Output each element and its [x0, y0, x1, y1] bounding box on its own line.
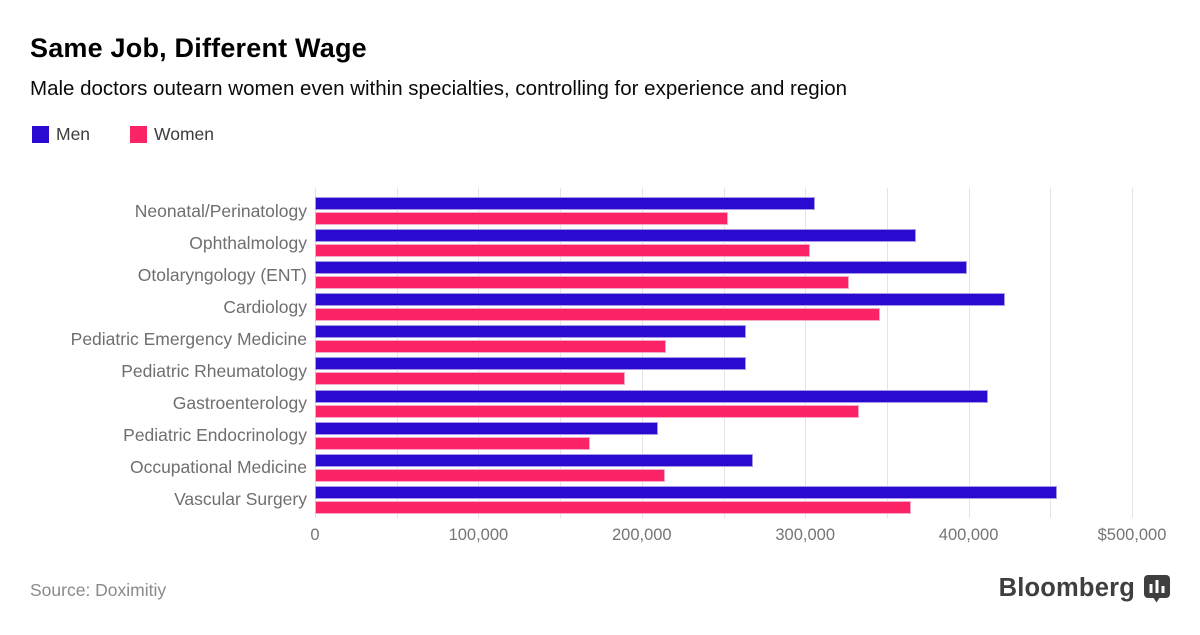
x-tick-label: 100,000 — [448, 526, 509, 544]
source-note: Source: Doximitiy — [30, 580, 167, 600]
men-bar — [315, 485, 1057, 499]
men-bar — [315, 261, 967, 275]
bar-chart-badge-icon — [1144, 574, 1170, 602]
category-label: Vascular Surgery — [174, 489, 307, 510]
men-bar — [315, 325, 747, 339]
gridline — [1132, 188, 1133, 518]
men-color-swatch — [32, 126, 49, 143]
page-title: Same Job, Different Wage — [30, 33, 367, 63]
category-labels: Neonatal/Perinatology Ophthalmology Otolar… — [0, 195, 307, 516]
women-bar — [315, 308, 881, 322]
women-bar — [315, 436, 590, 450]
bar-group-row — [315, 357, 1132, 389]
bar-group-row — [315, 389, 1132, 422]
women-bar — [315, 468, 665, 482]
x-tick-label: 0 — [310, 526, 320, 544]
men-bar — [315, 229, 917, 243]
men-bar — [315, 389, 989, 403]
women-bar — [315, 244, 811, 258]
women-bar — [315, 340, 667, 354]
category-label: Ophthalmology — [189, 232, 307, 253]
legend-label-men: Men — [56, 124, 91, 144]
women-color-swatch — [130, 126, 148, 143]
women-bar — [315, 212, 729, 225]
x-tick-label: 200,000 — [611, 526, 672, 544]
bar-group-row — [315, 421, 1132, 454]
gridline — [805, 188, 807, 518]
men-bar — [315, 357, 747, 371]
x-tick-label: $500,000 — [1097, 526, 1167, 544]
x-axis: 0 100,000 200,000 300,000 400,000 $500,000 — [310, 526, 1166, 550]
legend-item-women: Women — [130, 124, 214, 145]
legend-item-men: Men — [32, 124, 90, 145]
bloomberg-logo: Bloomberg — [999, 574, 1170, 603]
bar-rows — [315, 197, 1132, 518]
men-bar — [315, 197, 815, 210]
women-bar — [315, 404, 860, 418]
category-label: Otolaryngology (ENT) — [137, 264, 307, 285]
bar-group-row — [315, 197, 1132, 229]
bloomberg-wordmark: Bloomberg — [998, 574, 1135, 602]
women-bar — [315, 500, 912, 514]
grouped-bar-chart: Neonatal/Perinatology Ophthalmology Otolar… — [0, 188, 1200, 518]
bar-group-row — [315, 485, 1132, 518]
bar-group-row — [315, 229, 1132, 261]
gridline — [968, 188, 970, 518]
category-label: Occupational Medicine — [129, 457, 307, 478]
gridline — [1050, 188, 1052, 518]
category-label: Gastroenterology — [172, 393, 307, 414]
category-label: Cardiology — [223, 296, 307, 317]
men-bar — [315, 421, 659, 435]
women-bar — [315, 372, 626, 386]
category-label: Neonatal/Perinatology — [134, 200, 307, 221]
plot-area — [315, 188, 1133, 518]
legend: Men Women — [32, 124, 214, 145]
gridline — [886, 188, 888, 518]
page-subtitle: Male doctors outearn women even within s… — [30, 77, 848, 100]
bar-group-row — [315, 261, 1132, 293]
legend-label-women: Women — [154, 124, 215, 144]
x-tick-label: 300,000 — [775, 526, 836, 544]
category-label: Pediatric Endocrinology — [123, 425, 307, 446]
category-label: Pediatric Rheumatology — [121, 361, 307, 382]
women-bar — [315, 276, 850, 290]
bar-group-row — [315, 453, 1132, 486]
x-tick-label: 400,000 — [938, 526, 999, 544]
category-label: Pediatric Emergency Medicine — [70, 328, 307, 349]
men-bar — [315, 293, 1005, 307]
men-bar — [315, 453, 753, 467]
bar-group-row — [315, 293, 1132, 325]
gridline — [723, 188, 725, 518]
bar-group-row — [315, 325, 1132, 357]
